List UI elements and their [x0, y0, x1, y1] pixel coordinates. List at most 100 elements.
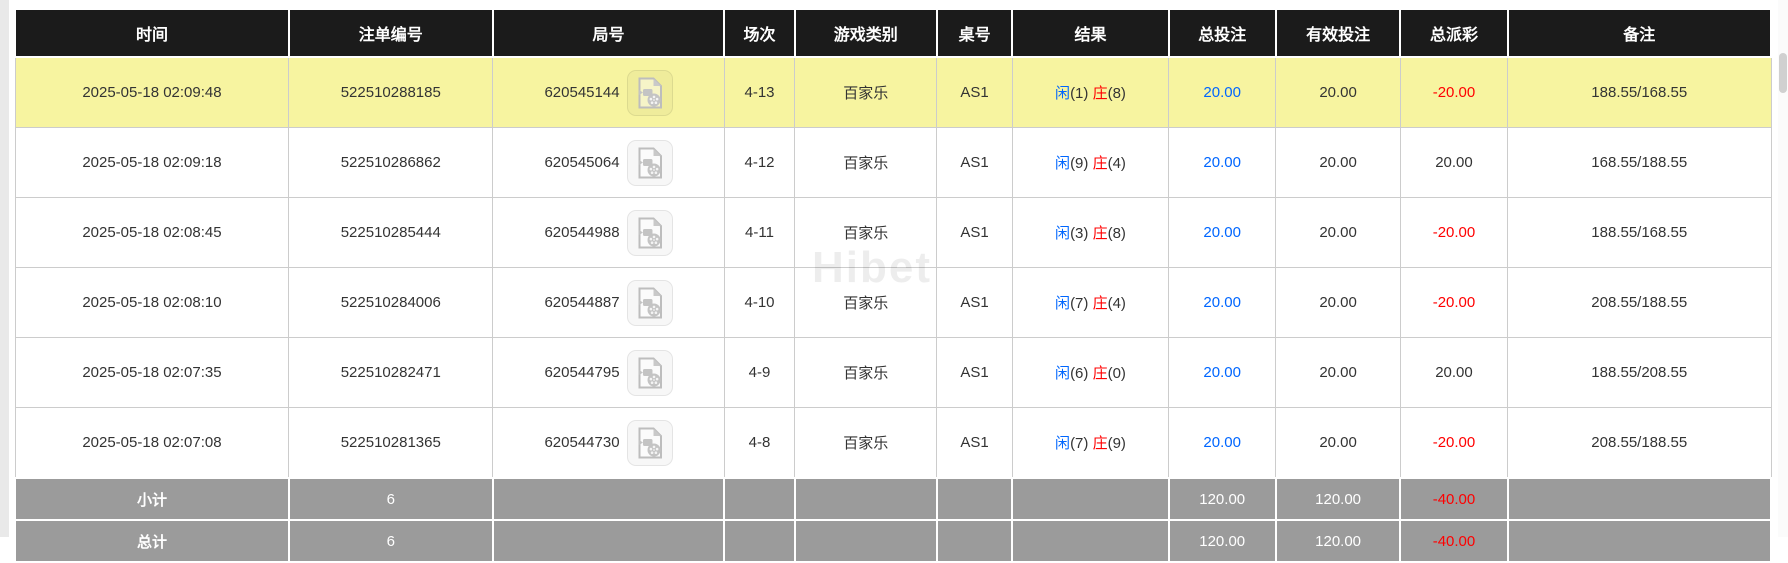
remark-cell: 188.55/208.55 — [1507, 337, 1772, 408]
result-player-label: 闲 — [1055, 365, 1071, 382]
result-banker-label: 庄 — [1092, 85, 1108, 102]
video-replay-button[interactable] — [626, 69, 673, 116]
column-header-session: 场次 — [723, 8, 796, 58]
video-replay-button[interactable] — [626, 209, 673, 256]
scrollbar[interactable] — [1778, 0, 1788, 537]
payout-cell: 20.00 — [1399, 127, 1509, 198]
round-number: 620544988 — [544, 224, 620, 241]
total-bet-cell: 20.00 — [1168, 337, 1277, 408]
total-bet-cell: 20.00 — [1168, 127, 1277, 198]
column-header-valid-bet: 有效投注 — [1274, 8, 1402, 58]
payout-cell: 20.00 — [1399, 337, 1509, 408]
result-cell: 闲(1) 庄(8) — [1011, 56, 1170, 128]
total-bet-cell: 20.00 — [1168, 407, 1277, 479]
time-cell: 2025-05-18 02:09:18 — [14, 127, 290, 198]
video-replay-button[interactable] — [626, 419, 673, 466]
footer-valid-bet-cell: 120.00 — [1274, 477, 1402, 521]
valid-bet-cell: 20.00 — [1275, 197, 1401, 268]
footer-game-type-cell — [793, 519, 938, 563]
footer-round-cell — [491, 477, 726, 521]
round-number: 620544795 — [544, 364, 620, 381]
video-replay-button[interactable] — [626, 349, 673, 396]
result-banker-score: (4) — [1107, 155, 1126, 172]
total-bet-cell: 20.00 — [1168, 197, 1277, 268]
footer-table-no-cell — [935, 477, 1014, 521]
valid-bet-cell: 20.00 — [1275, 56, 1401, 128]
footer-label-cell: 总计 — [14, 519, 290, 563]
valid-bet-cell: 20.00 — [1275, 267, 1401, 338]
bet-records-panel: 时间 注单编号 局号 场次 游戏类别 桌号 结果 总投注 有效投注 总派彩 备注… — [14, 8, 1773, 563]
result-cell: 闲(6) 庄(0) — [1011, 337, 1170, 408]
video-replay-button[interactable] — [626, 279, 673, 326]
footer-payout-cell: -40.00 — [1399, 477, 1509, 521]
time-cell: 2025-05-18 02:07:08 — [14, 407, 290, 479]
footer-payout-cell: -40.00 — [1399, 519, 1509, 563]
total-bet-cell: 20.00 — [1168, 56, 1277, 128]
remark-cell: 188.55/168.55 — [1507, 197, 1772, 268]
video-file-icon — [638, 287, 662, 318]
bet-no-cell: 522510281365 — [288, 407, 494, 479]
footer-valid-bet-cell: 120.00 — [1274, 519, 1402, 563]
footer-count-cell: 6 — [287, 519, 494, 563]
video-file-icon — [638, 357, 662, 388]
video-replay-button[interactable] — [626, 139, 673, 186]
game-type-cell: 百家乐 — [794, 337, 938, 408]
grand-total-row: 总计 6 120.00 120.00 -40.00 — [14, 519, 1773, 563]
bet-no-cell: 522510284006 — [288, 267, 494, 338]
result-player-score: (7) — [1070, 295, 1089, 312]
remark-cell: 168.55/188.55 — [1507, 127, 1772, 198]
table-body: 2025-05-18 02:09:48 522510288185 620545144… — [14, 56, 1772, 479]
table-no-cell: AS1 — [936, 127, 1013, 198]
payout-cell: -20.00 — [1399, 56, 1509, 128]
time-cell: 2025-05-18 02:08:45 — [14, 197, 290, 268]
column-header-remark: 备注 — [1506, 8, 1773, 58]
scrollbar-thumb[interactable] — [1779, 53, 1787, 93]
result-player-label: 闲 — [1055, 155, 1071, 172]
game-type-cell: 百家乐 — [794, 407, 938, 479]
table-header-row: 时间 注单编号 局号 场次 游戏类别 桌号 结果 总投注 有效投注 总派彩 备注 — [14, 8, 1773, 58]
result-banker-score: (0) — [1107, 365, 1126, 382]
remark-cell: 208.55/188.55 — [1507, 407, 1772, 479]
table-no-cell: AS1 — [936, 267, 1013, 338]
table-footer: 小计 6 120.00 120.00 -40.00 总计 6 120.00 120.00 -40.… — [14, 477, 1773, 563]
result-cell: 闲(9) 庄(4) — [1011, 127, 1170, 198]
result-cell: 闲(7) 庄(9) — [1011, 407, 1170, 479]
table-no-cell: AS1 — [936, 197, 1013, 268]
footer-result-cell — [1011, 519, 1170, 563]
bet-row: 2025-05-18 02:08:10 522510284006 620544887… — [14, 267, 1772, 338]
result-player-score: (7) — [1070, 435, 1089, 452]
result-banker-label: 庄 — [1092, 155, 1108, 172]
footer-session-cell — [723, 477, 796, 521]
result-banker-label: 庄 — [1092, 295, 1108, 312]
result-banker-score: (9) — [1107, 435, 1126, 452]
result-banker-label: 庄 — [1092, 225, 1108, 242]
time-cell: 2025-05-18 02:07:35 — [14, 337, 290, 408]
remark-cell: 208.55/188.55 — [1507, 267, 1772, 338]
payout-cell: -20.00 — [1399, 197, 1509, 268]
round-cell: 620544988 — [492, 197, 725, 268]
result-banker-score: (8) — [1107, 225, 1126, 242]
time-cell: 2025-05-18 02:09:48 — [14, 56, 290, 128]
footer-remark-cell — [1506, 519, 1773, 563]
result-player-score: (9) — [1070, 155, 1089, 172]
column-header-time: 时间 — [14, 8, 290, 58]
video-file-icon — [638, 427, 662, 458]
payout-cell: -20.00 — [1399, 407, 1509, 479]
game-type-cell: 百家乐 — [794, 56, 938, 128]
footer-session-cell — [723, 519, 796, 563]
footer-table-no-cell — [935, 519, 1014, 563]
session-cell: 4-9 — [723, 337, 796, 408]
session-cell: 4-10 — [723, 267, 796, 338]
bet-row: 2025-05-18 02:08:45 522510285444 620544988… — [14, 197, 1772, 268]
subtotal-row: 小计 6 120.00 120.00 -40.00 — [14, 477, 1773, 521]
round-number: 620545064 — [544, 154, 620, 171]
result-banker-label: 庄 — [1092, 435, 1108, 452]
round-cell: 620544887 — [492, 267, 725, 338]
column-header-round-no: 局号 — [491, 8, 726, 58]
bet-row: 2025-05-18 02:09:18 522510286862 620545064… — [14, 127, 1772, 198]
page-left-gutter — [0, 0, 9, 537]
footer-count-cell: 6 — [287, 477, 494, 521]
table-no-cell: AS1 — [936, 407, 1013, 479]
video-file-icon — [638, 217, 662, 248]
result-banker-label: 庄 — [1092, 365, 1108, 382]
